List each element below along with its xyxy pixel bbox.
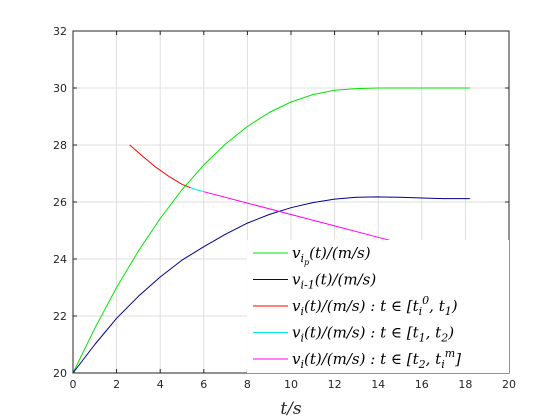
x-tick-label: 4 bbox=[157, 378, 164, 391]
y-tick-label: 26 bbox=[53, 196, 67, 209]
legend-box bbox=[247, 240, 509, 373]
legend-label-5: vi(t)/(m/s) : t ∈ [t2, tim] bbox=[292, 347, 461, 371]
x-tick-label: 6 bbox=[200, 378, 207, 391]
y-tick-label: 20 bbox=[53, 367, 67, 380]
y-tick-label: 30 bbox=[53, 82, 67, 95]
series-line-3 bbox=[129, 144, 191, 189]
y-tick-label: 32 bbox=[53, 25, 67, 38]
x-tick-label: 12 bbox=[328, 378, 342, 391]
x-tick-label: 0 bbox=[70, 378, 77, 391]
x-tick-label: 2 bbox=[113, 378, 120, 391]
y-tick-label: 24 bbox=[53, 253, 67, 266]
legend: vip(t)/(m/s)vi-1(t)/(m/s)vi(t)/(m/s) : t… bbox=[247, 240, 509, 373]
y-tick-label: 28 bbox=[53, 139, 67, 152]
x-tick-label: 14 bbox=[371, 378, 385, 391]
x-tick-label: 18 bbox=[458, 378, 472, 391]
x-tick-label: 10 bbox=[284, 378, 298, 391]
x-tick-label: 16 bbox=[415, 378, 429, 391]
x-tick-label: 20 bbox=[502, 378, 516, 391]
series-line-2 bbox=[72, 196, 470, 374]
series-line-1 bbox=[72, 87, 470, 374]
x-axis-label: t/s bbox=[280, 399, 302, 419]
y-tick-label: 22 bbox=[53, 310, 67, 323]
legend-label-2: vi-1(t)/(m/s) bbox=[292, 271, 376, 292]
series-line-4 bbox=[190, 187, 204, 193]
legend-label-4: vi(t)/(m/s) : t ∈ [t1, t2) bbox=[292, 324, 454, 345]
legend-label-1: vip(t)/(m/s) bbox=[292, 244, 371, 267]
legend-label-3: vi(t)/(m/s) : t ∈ [ti0, t1) bbox=[292, 294, 458, 318]
x-tick-label: 8 bbox=[244, 378, 251, 391]
